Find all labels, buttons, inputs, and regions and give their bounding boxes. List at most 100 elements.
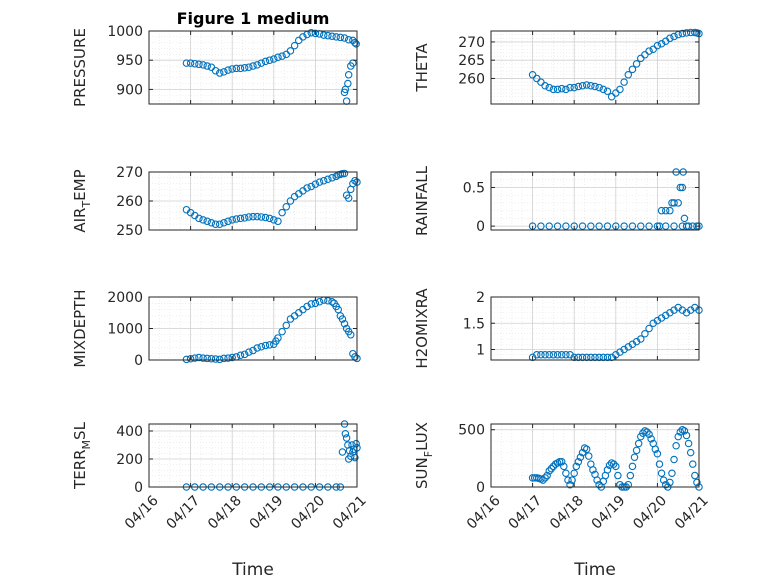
data-point (576, 453, 585, 461)
axes-box (490, 171, 700, 231)
data-point (311, 29, 320, 38)
data-point (319, 31, 328, 39)
axes-box (490, 296, 700, 361)
y-tick-label: 950 (116, 53, 143, 69)
y-tick-label: 1.5 (463, 316, 485, 332)
data-point (224, 217, 232, 226)
data-point (203, 354, 211, 363)
x-tick-label: 04/19 (247, 493, 287, 533)
data-point (253, 344, 261, 352)
data-point (666, 478, 674, 487)
data-point (599, 353, 608, 362)
data-point (691, 471, 699, 480)
data-point (587, 82, 595, 90)
data-point (566, 480, 574, 489)
data-point (207, 354, 216, 363)
y-tick-label: 200 (116, 452, 143, 468)
data-point (545, 350, 553, 359)
x-tick-label: 04/17 (163, 493, 203, 533)
data-point (282, 321, 291, 330)
data-point (682, 431, 691, 440)
data-point (657, 469, 666, 478)
data-point (666, 206, 674, 215)
data-point (344, 36, 353, 44)
data-point (340, 34, 349, 42)
data-point (582, 81, 591, 89)
data-point (612, 462, 620, 471)
subplot-7: 0 200 400 TERRMSL 04/16 04/17 04/18 04/19 04/20 0… (71, 420, 370, 580)
data-point (678, 29, 687, 38)
data-point (211, 355, 220, 363)
y-axis-label-8: SUNFLUX (413, 422, 435, 489)
data-point (574, 458, 583, 466)
data-point (609, 460, 618, 468)
y-tick-label: 250 (116, 223, 143, 239)
data-point (560, 462, 568, 471)
data-point (533, 74, 541, 83)
data-point (693, 478, 701, 487)
plot-area (149, 424, 357, 487)
data-point (578, 222, 587, 230)
data-point (307, 29, 315, 37)
data-point (274, 334, 282, 342)
y-axis-label-5: MIXDEPTH (71, 289, 89, 367)
data-point (261, 57, 270, 66)
data-point (257, 343, 266, 351)
x-tick-label: 04/20 (288, 493, 328, 533)
y-axis-label-4: RAINFALL (413, 165, 431, 236)
data-point (678, 183, 687, 192)
data-point (528, 71, 537, 79)
data-point (220, 354, 228, 363)
data-point (278, 327, 286, 336)
data-point (215, 355, 224, 364)
data-point (637, 335, 645, 343)
data-point (645, 222, 653, 230)
data-point (270, 55, 278, 63)
data-point (564, 476, 572, 484)
data-point (562, 222, 570, 230)
data-point (311, 180, 320, 188)
data-point (680, 214, 689, 223)
y-axis-label-7: TERRMSL (71, 421, 93, 490)
data-point (603, 222, 612, 230)
data-point (562, 469, 570, 478)
data-point (630, 453, 639, 461)
data-point (332, 33, 340, 41)
data-point (624, 71, 633, 79)
data-point (282, 203, 291, 211)
data-point (324, 175, 332, 184)
y-tick-label: 1 (476, 343, 485, 359)
data-point (672, 442, 680, 450)
data-point (574, 82, 583, 91)
plot-area (491, 172, 699, 230)
data-point (545, 222, 553, 230)
data-point (557, 458, 566, 466)
subplot-4: 0 0.5 RAINFALL (413, 165, 703, 236)
data-point (557, 84, 566, 93)
data-point (351, 453, 359, 462)
data-point (352, 40, 360, 48)
subplot-5: 0 1000 2000 MIXDEPTH (71, 289, 361, 369)
data-point (537, 222, 545, 230)
y-tick-label: 400 (116, 424, 143, 440)
y-tick-label: 0 (476, 480, 485, 496)
data-point (347, 331, 355, 339)
data-point (587, 222, 595, 230)
y-axis-label-6: H2OMIXRA (413, 288, 431, 369)
data-point (670, 455, 678, 464)
data-point (195, 214, 203, 223)
data-point (555, 458, 564, 466)
subplot-2: 260 265 270 THETA (413, 28, 703, 105)
data-point (637, 222, 645, 230)
data-point (541, 474, 549, 482)
data-point (249, 212, 257, 221)
data-point (595, 83, 603, 92)
data-point (682, 222, 691, 230)
data-point (220, 68, 228, 76)
data-point (553, 85, 562, 94)
data-point (676, 183, 685, 192)
data-point (578, 353, 587, 362)
data-point (220, 219, 228, 227)
data-point (290, 41, 299, 50)
data-point (553, 222, 562, 230)
